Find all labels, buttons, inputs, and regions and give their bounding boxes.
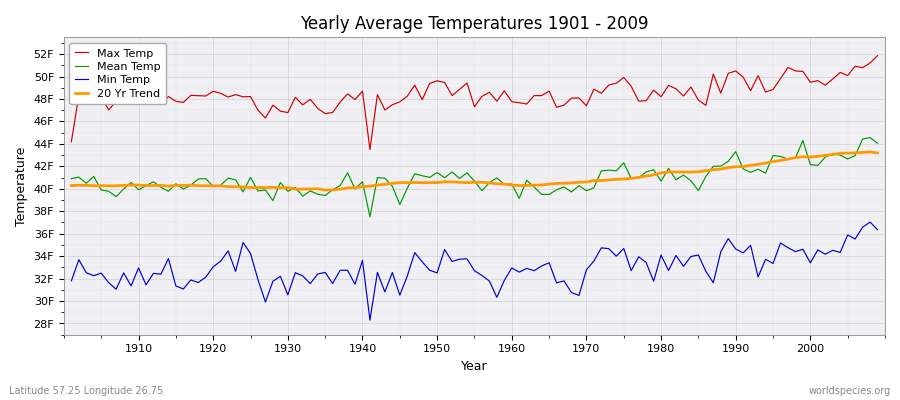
Max Temp (514, 100, 525, 105)
Max Temp (507, 99, 517, 104)
20 Yr Trend (865, 150, 876, 154)
Mean Temp (507, 182, 517, 186)
20 Yr Trend (603, 178, 614, 182)
Max Temp (335, 100, 346, 104)
Y-axis label: Temperature: Temperature (15, 146, 28, 226)
Max Temp (364, 147, 375, 152)
Min Temp (290, 270, 301, 275)
Mean Temp (290, 185, 301, 190)
Min Temp (603, 246, 614, 251)
Legend: Max Temp, Mean Temp, Min Temp, 20 Yr Trend: Max Temp, Mean Temp, Min Temp, 20 Yr Tre… (69, 43, 166, 104)
Text: worldspecies.org: worldspecies.org (809, 386, 891, 396)
Min Temp (126, 284, 137, 288)
20 Yr Trend (126, 183, 137, 188)
Min Temp (507, 266, 517, 270)
Mean Temp (66, 176, 77, 181)
Mean Temp (514, 196, 525, 201)
Min Temp (364, 318, 375, 322)
20 Yr Trend (66, 183, 77, 188)
Min Temp (872, 227, 883, 232)
Max Temp (603, 83, 614, 88)
Title: Yearly Average Temperatures 1901 - 2009: Yearly Average Temperatures 1901 - 2009 (301, 15, 649, 33)
20 Yr Trend (514, 183, 525, 188)
Mean Temp (335, 183, 346, 188)
Min Temp (865, 220, 876, 224)
Max Temp (290, 95, 301, 100)
20 Yr Trend (342, 186, 353, 190)
Max Temp (126, 100, 137, 104)
Mean Temp (603, 168, 614, 172)
20 Yr Trend (290, 187, 301, 192)
Min Temp (66, 278, 77, 283)
20 Yr Trend (872, 151, 883, 156)
Mean Temp (865, 135, 876, 140)
Line: Max Temp: Max Temp (71, 56, 878, 150)
Mean Temp (872, 141, 883, 146)
X-axis label: Year: Year (461, 360, 488, 373)
Text: Latitude 57.25 Longitude 26.75: Latitude 57.25 Longitude 26.75 (9, 386, 163, 396)
Mean Temp (126, 180, 137, 185)
Line: Mean Temp: Mean Temp (71, 138, 878, 217)
Min Temp (514, 270, 525, 274)
20 Yr Trend (320, 188, 330, 192)
Max Temp (872, 53, 883, 58)
20 Yr Trend (507, 183, 517, 188)
Min Temp (335, 268, 346, 273)
Line: Min Temp: Min Temp (71, 222, 878, 320)
Max Temp (66, 139, 77, 144)
Mean Temp (364, 214, 375, 219)
Line: 20 Yr Trend: 20 Yr Trend (71, 152, 878, 190)
